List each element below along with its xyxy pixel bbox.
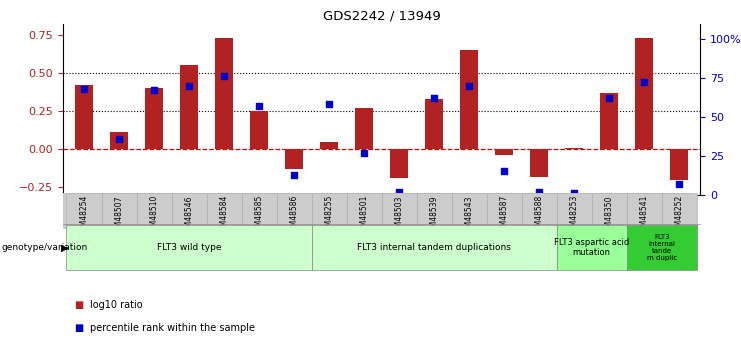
Text: GSM48252: GSM48252 bbox=[675, 195, 684, 236]
Text: ▶: ▶ bbox=[61, 243, 68, 253]
Text: GSM48254: GSM48254 bbox=[79, 195, 88, 236]
Bar bbox=[382, 193, 416, 229]
Point bbox=[568, 190, 580, 196]
Text: GSM48587: GSM48587 bbox=[499, 195, 508, 236]
Bar bbox=[636, 38, 653, 149]
Text: GSM48501: GSM48501 bbox=[359, 195, 368, 236]
Bar bbox=[662, 193, 697, 229]
Point bbox=[218, 73, 230, 79]
Text: GSM48546: GSM48546 bbox=[185, 195, 193, 237]
Bar bbox=[102, 193, 136, 229]
Bar bbox=[391, 149, 408, 178]
Text: GSM48503: GSM48503 bbox=[395, 195, 404, 237]
Bar bbox=[556, 193, 592, 229]
Bar bbox=[347, 193, 382, 229]
Title: GDS2242 / 13949: GDS2242 / 13949 bbox=[323, 10, 440, 23]
Point bbox=[358, 150, 370, 156]
Point bbox=[113, 136, 125, 141]
Point bbox=[288, 172, 300, 177]
Point bbox=[253, 103, 265, 109]
Bar bbox=[460, 50, 478, 149]
Bar bbox=[216, 38, 233, 149]
Bar bbox=[416, 193, 452, 229]
Text: FLT3 wild type: FLT3 wild type bbox=[157, 243, 222, 252]
Bar bbox=[67, 193, 102, 229]
Bar bbox=[311, 225, 556, 270]
Bar bbox=[320, 141, 338, 149]
Point bbox=[638, 80, 650, 85]
Bar bbox=[76, 85, 93, 149]
Text: ■: ■ bbox=[74, 323, 83, 333]
Text: FLT3
internal
tande
m duplic: FLT3 internal tande m duplic bbox=[647, 234, 677, 261]
Point bbox=[498, 169, 510, 174]
Bar bbox=[627, 193, 662, 229]
Bar bbox=[487, 193, 522, 229]
Text: FLT3 internal tandem duplications: FLT3 internal tandem duplications bbox=[357, 243, 511, 252]
Text: log10 ratio: log10 ratio bbox=[90, 300, 143, 310]
Bar bbox=[110, 132, 127, 149]
Text: GSM48510: GSM48510 bbox=[150, 195, 159, 236]
Bar bbox=[627, 225, 697, 270]
Point bbox=[148, 88, 160, 93]
Text: GSM48350: GSM48350 bbox=[605, 195, 614, 237]
Bar bbox=[600, 93, 618, 149]
Text: GSM48253: GSM48253 bbox=[570, 195, 579, 236]
Point bbox=[183, 83, 195, 88]
Bar bbox=[207, 193, 242, 229]
Bar bbox=[276, 193, 311, 229]
Text: GSM48539: GSM48539 bbox=[430, 195, 439, 237]
Bar bbox=[180, 65, 198, 149]
Bar bbox=[671, 149, 688, 180]
Bar bbox=[311, 193, 347, 229]
Point bbox=[78, 86, 90, 91]
Text: GSM48584: GSM48584 bbox=[219, 195, 228, 236]
Text: GSM48543: GSM48543 bbox=[465, 195, 473, 237]
Bar bbox=[67, 225, 311, 270]
Bar bbox=[356, 108, 373, 149]
Bar bbox=[250, 111, 268, 149]
Point bbox=[393, 189, 405, 195]
Text: ■: ■ bbox=[74, 300, 83, 310]
Bar bbox=[452, 193, 487, 229]
Bar bbox=[285, 149, 303, 169]
Bar bbox=[136, 193, 171, 229]
Bar bbox=[592, 193, 627, 229]
Point bbox=[603, 95, 615, 101]
Bar bbox=[556, 225, 627, 270]
Bar bbox=[171, 193, 207, 229]
Text: GSM48585: GSM48585 bbox=[255, 195, 264, 236]
Text: GSM48541: GSM48541 bbox=[639, 195, 648, 236]
Bar bbox=[531, 149, 548, 177]
Text: genotype/variation: genotype/variation bbox=[1, 243, 87, 252]
Bar bbox=[242, 193, 276, 229]
Text: GSM48255: GSM48255 bbox=[325, 195, 333, 236]
Text: FLT3 aspartic acid
mutation: FLT3 aspartic acid mutation bbox=[554, 238, 629, 257]
Bar bbox=[522, 193, 556, 229]
Text: GSM48588: GSM48588 bbox=[535, 195, 544, 236]
Text: percentile rank within the sample: percentile rank within the sample bbox=[90, 323, 256, 333]
Point bbox=[428, 95, 440, 101]
Bar bbox=[425, 99, 443, 149]
Point bbox=[674, 181, 685, 187]
Bar bbox=[496, 149, 513, 155]
Text: GSM48586: GSM48586 bbox=[290, 195, 299, 236]
Bar bbox=[565, 148, 583, 149]
Text: GSM48507: GSM48507 bbox=[115, 195, 124, 237]
Point bbox=[463, 83, 475, 88]
Point bbox=[323, 101, 335, 107]
Bar bbox=[145, 88, 163, 149]
Point bbox=[534, 189, 545, 195]
